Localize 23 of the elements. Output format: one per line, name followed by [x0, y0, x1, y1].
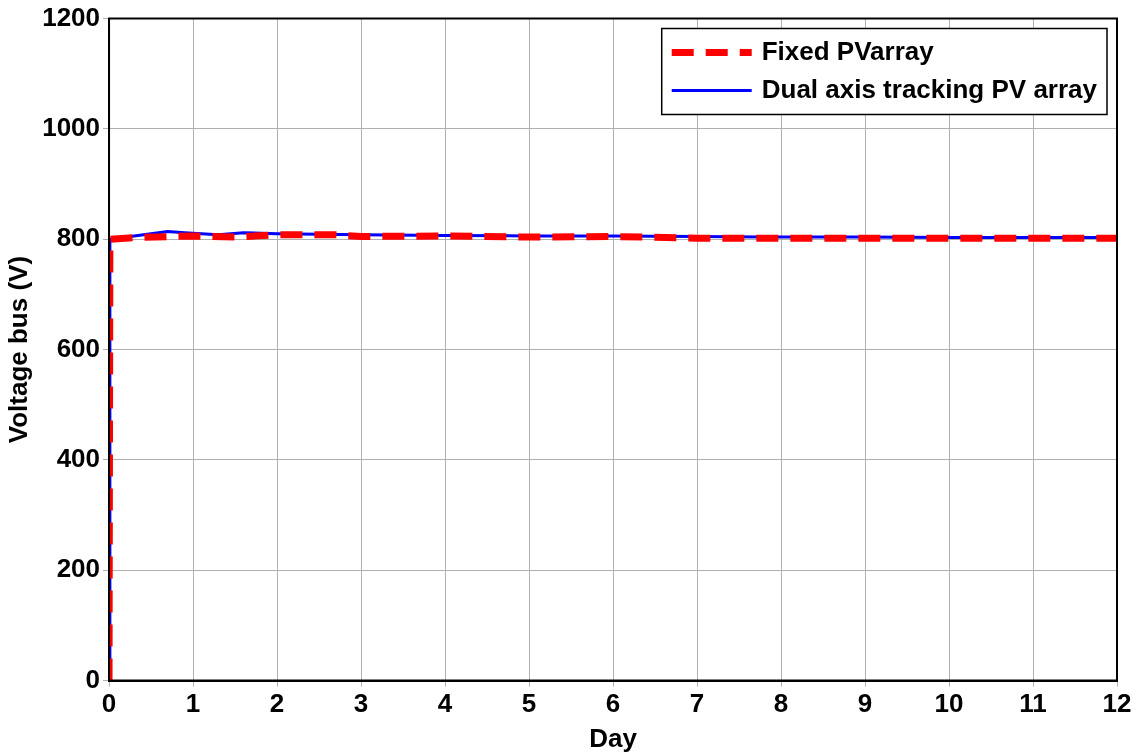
y-tick-label: 1000	[42, 112, 101, 143]
x-tick-label: 6	[605, 688, 621, 719]
x-tick-label: 11	[1019, 688, 1047, 719]
x-tick-label: 2	[269, 688, 285, 719]
y-tick-label: 800	[56, 222, 101, 253]
x-tick-label: 9	[857, 688, 873, 719]
legend-label: Dual axis tracking PV array	[761, 73, 1098, 104]
x-tick-label: 12	[1102, 688, 1132, 719]
y-tick-label: 1200	[42, 1, 101, 32]
x-tick-label: 1	[185, 688, 201, 719]
x-tick-label: 8	[773, 688, 789, 719]
legend-label: Fixed PVarray	[761, 35, 935, 66]
x-tick-label: 10	[934, 688, 964, 719]
y-axis-title: Voltage bus (V)	[2, 255, 33, 444]
x-tick-label: 5	[521, 688, 537, 719]
y-tick-label: 400	[56, 443, 101, 474]
x-axis-title: Day	[589, 722, 638, 753]
x-tick-label: 3	[353, 688, 369, 719]
x-tick-label: 4	[437, 688, 453, 719]
y-tick-label: 600	[56, 332, 101, 363]
x-tick-label: 7	[689, 688, 705, 719]
y-tick-label: 0	[85, 663, 101, 694]
y-tick-label: 200	[56, 553, 101, 584]
